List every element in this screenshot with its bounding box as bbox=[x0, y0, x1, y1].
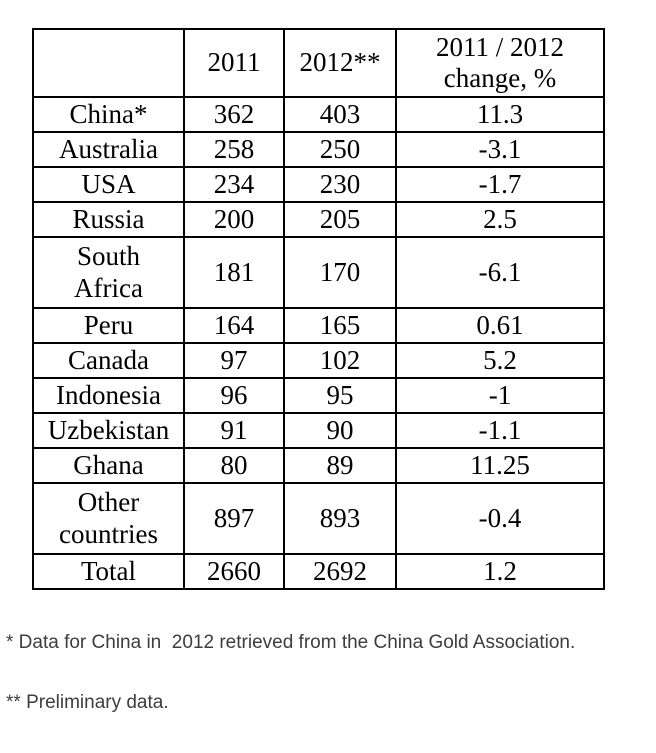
table-row: Australia 258 250 -3.1 bbox=[32, 131, 605, 168]
value-2012-cell: 230 bbox=[283, 166, 397, 203]
country-cell: Australia bbox=[32, 131, 185, 168]
value-2011-cell: 362 bbox=[183, 96, 285, 133]
country-cell: South Africa bbox=[32, 236, 185, 309]
table-row: South Africa 181 170 -6.1 bbox=[32, 236, 605, 309]
table-row: Uzbekistan 91 90 -1.1 bbox=[32, 412, 605, 449]
country-cell: Other countries bbox=[32, 482, 185, 555]
header-row: 2011 2012** 2011 / 2012 change, % bbox=[32, 28, 605, 98]
country-cell: China* bbox=[32, 96, 185, 133]
country-cell: Peru bbox=[32, 307, 185, 344]
value-2011-cell: 91 bbox=[183, 412, 285, 449]
header-cell-2011: 2011 bbox=[183, 28, 285, 98]
change-cell: 11.25 bbox=[395, 447, 605, 484]
value-2011-cell: 181 bbox=[183, 236, 285, 309]
header-cell-2012: 2012** bbox=[283, 28, 397, 98]
value-2012-cell: 102 bbox=[283, 342, 397, 379]
header-cell-change: 2011 / 2012 change, % bbox=[395, 28, 605, 98]
footnote-preliminary-data: ** Preliminary data. bbox=[6, 692, 169, 713]
change-cell: 5.2 bbox=[395, 342, 605, 379]
change-cell: -6.1 bbox=[395, 236, 605, 309]
value-2012-cell: 95 bbox=[283, 377, 397, 414]
country-cell: Uzbekistan bbox=[32, 412, 185, 449]
table-row: Ghana 80 89 11.25 bbox=[32, 447, 605, 484]
country-cell: Ghana bbox=[32, 447, 185, 484]
header-cell-country bbox=[32, 28, 185, 98]
value-2012-cell: 165 bbox=[283, 307, 397, 344]
value-2011-cell: 164 bbox=[183, 307, 285, 344]
country-cell: Total bbox=[32, 553, 185, 590]
value-2011-cell: 2660 bbox=[183, 553, 285, 590]
value-2012-cell: 893 bbox=[283, 482, 397, 555]
change-cell: 0.61 bbox=[395, 307, 605, 344]
table-row: Other countries 897 893 -0.4 bbox=[32, 482, 605, 555]
change-cell: 1.2 bbox=[395, 553, 605, 590]
country-cell: Indonesia bbox=[32, 377, 185, 414]
value-2012-cell: 170 bbox=[283, 236, 397, 309]
country-cell: Russia bbox=[32, 201, 185, 238]
value-2011-cell: 97 bbox=[183, 342, 285, 379]
table-row: Canada 97 102 5.2 bbox=[32, 342, 605, 379]
value-2011-cell: 96 bbox=[183, 377, 285, 414]
change-cell: -0.4 bbox=[395, 482, 605, 555]
country-cell: Canada bbox=[32, 342, 185, 379]
gold-production-table: 2011 2012** 2011 / 2012 change, % China*… bbox=[32, 28, 605, 590]
change-cell: -1 bbox=[395, 377, 605, 414]
footnote-china-source: * Data for China in 2012 retrieved from … bbox=[6, 632, 576, 653]
value-2011-cell: 200 bbox=[183, 201, 285, 238]
table-row: USA 234 230 -1.7 bbox=[32, 166, 605, 203]
value-2011-cell: 897 bbox=[183, 482, 285, 555]
change-cell: 11.3 bbox=[395, 96, 605, 133]
value-2012-cell: 89 bbox=[283, 447, 397, 484]
change-cell: -1.1 bbox=[395, 412, 605, 449]
value-2012-cell: 205 bbox=[283, 201, 397, 238]
table-row-total: Total 2660 2692 1.2 bbox=[32, 553, 605, 590]
value-2012-cell: 2692 bbox=[283, 553, 397, 590]
value-2012-cell: 250 bbox=[283, 131, 397, 168]
footnotes: * Data for China in 2012 retrieved from … bbox=[6, 593, 656, 753]
value-2011-cell: 258 bbox=[183, 131, 285, 168]
value-2012-cell: 403 bbox=[283, 96, 397, 133]
country-cell: USA bbox=[32, 166, 185, 203]
page: 2011 2012** 2011 / 2012 change, % China*… bbox=[0, 28, 656, 713]
change-cell: -1.7 bbox=[395, 166, 605, 203]
table-row: Russia 200 205 2.5 bbox=[32, 201, 605, 238]
value-2012-cell: 90 bbox=[283, 412, 397, 449]
change-cell: -3.1 bbox=[395, 131, 605, 168]
value-2011-cell: 80 bbox=[183, 447, 285, 484]
table-row: Indonesia 96 95 -1 bbox=[32, 377, 605, 414]
change-cell: 2.5 bbox=[395, 201, 605, 238]
table-row: Peru 164 165 0.61 bbox=[32, 307, 605, 344]
value-2011-cell: 234 bbox=[183, 166, 285, 203]
table-row: China* 362 403 11.3 bbox=[32, 96, 605, 133]
